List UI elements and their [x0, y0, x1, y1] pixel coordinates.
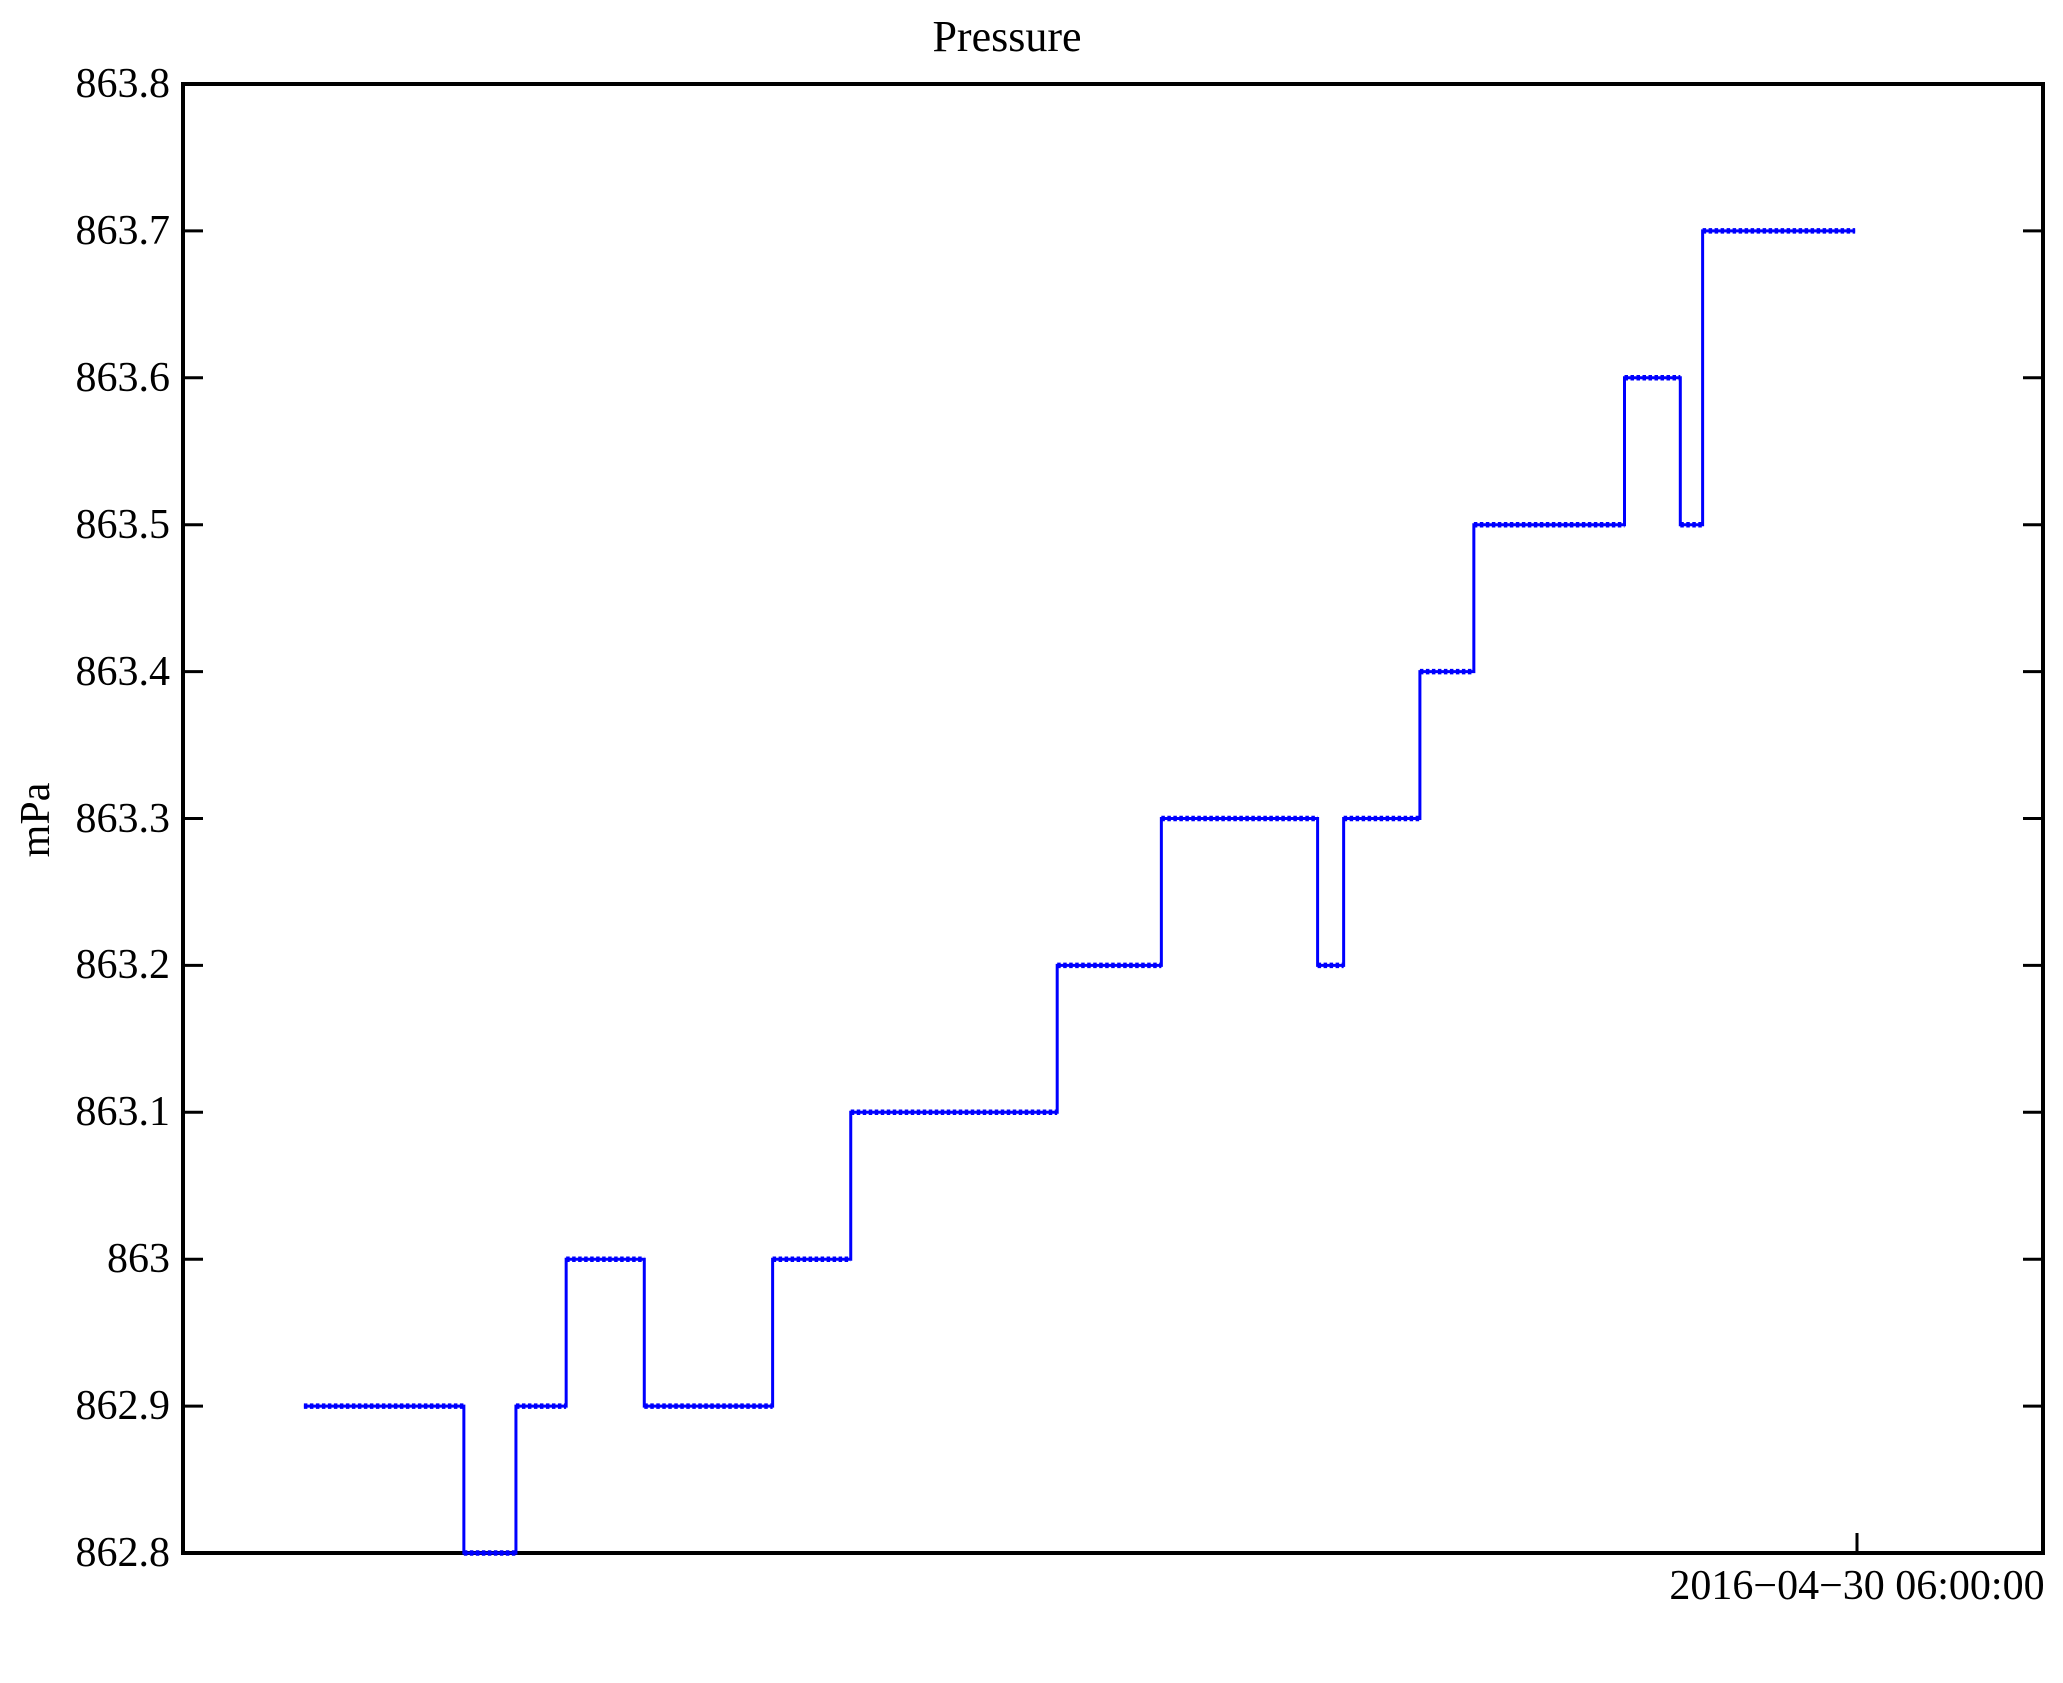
y-tick-label: 863.8: [75, 61, 171, 107]
y-tick-label: 863.2: [75, 942, 171, 989]
y-tick-label: 863.6: [75, 354, 171, 401]
y-tick-label: 862.9: [75, 1383, 171, 1430]
y-tick-label: 863.3: [75, 795, 171, 842]
y-tick-label: 863: [107, 1236, 170, 1283]
y-tick-label: 863.4: [75, 648, 171, 695]
y-tick-label: 863.5: [75, 501, 171, 548]
y-tick-label: 863.1: [75, 1089, 171, 1136]
y-tick-label: 862.8: [75, 1530, 171, 1576]
x-axis-tick-label: 2016−04−30 06:00:00: [1669, 1563, 2045, 1609]
y-tick-label: 863.7: [75, 207, 171, 254]
chart-title: Pressure: [932, 12, 1082, 61]
